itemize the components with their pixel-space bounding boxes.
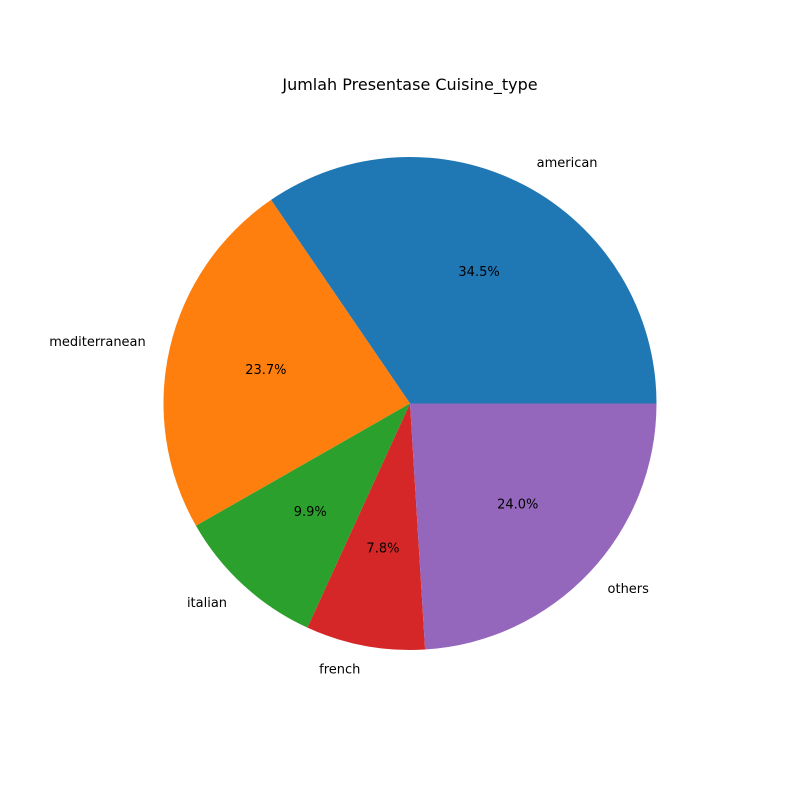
pie-slice-american bbox=[271, 157, 657, 404]
percentage-label-french: 7.8% bbox=[366, 541, 399, 556]
category-label-mediterranean: mediterranean bbox=[49, 335, 146, 350]
percentage-label-others: 24.0% bbox=[497, 497, 538, 512]
pie-slice-italian bbox=[195, 403, 410, 628]
category-label-italian: italian bbox=[187, 596, 227, 611]
percentage-label-mediterranean: 23.7% bbox=[245, 363, 286, 378]
category-label-american: american bbox=[537, 156, 598, 171]
pie-slice-french bbox=[307, 403, 426, 650]
percentage-label-italian: 9.9% bbox=[294, 505, 327, 520]
chart-title: Jumlah Presentase Cuisine_type bbox=[281, 75, 537, 95]
category-label-others: others bbox=[608, 582, 650, 597]
percentage-labels: 34.5% 23.7% 9.9% 7.8% 24.0% bbox=[245, 265, 538, 556]
category-labels: american mediterranean italian french others bbox=[49, 156, 649, 677]
pie-slice-others bbox=[410, 403, 657, 650]
category-label-french: french bbox=[319, 663, 360, 678]
pie-slices bbox=[163, 157, 657, 650]
pie-slice-mediterranean bbox=[163, 199, 410, 526]
percentage-label-american: 34.5% bbox=[458, 265, 499, 280]
